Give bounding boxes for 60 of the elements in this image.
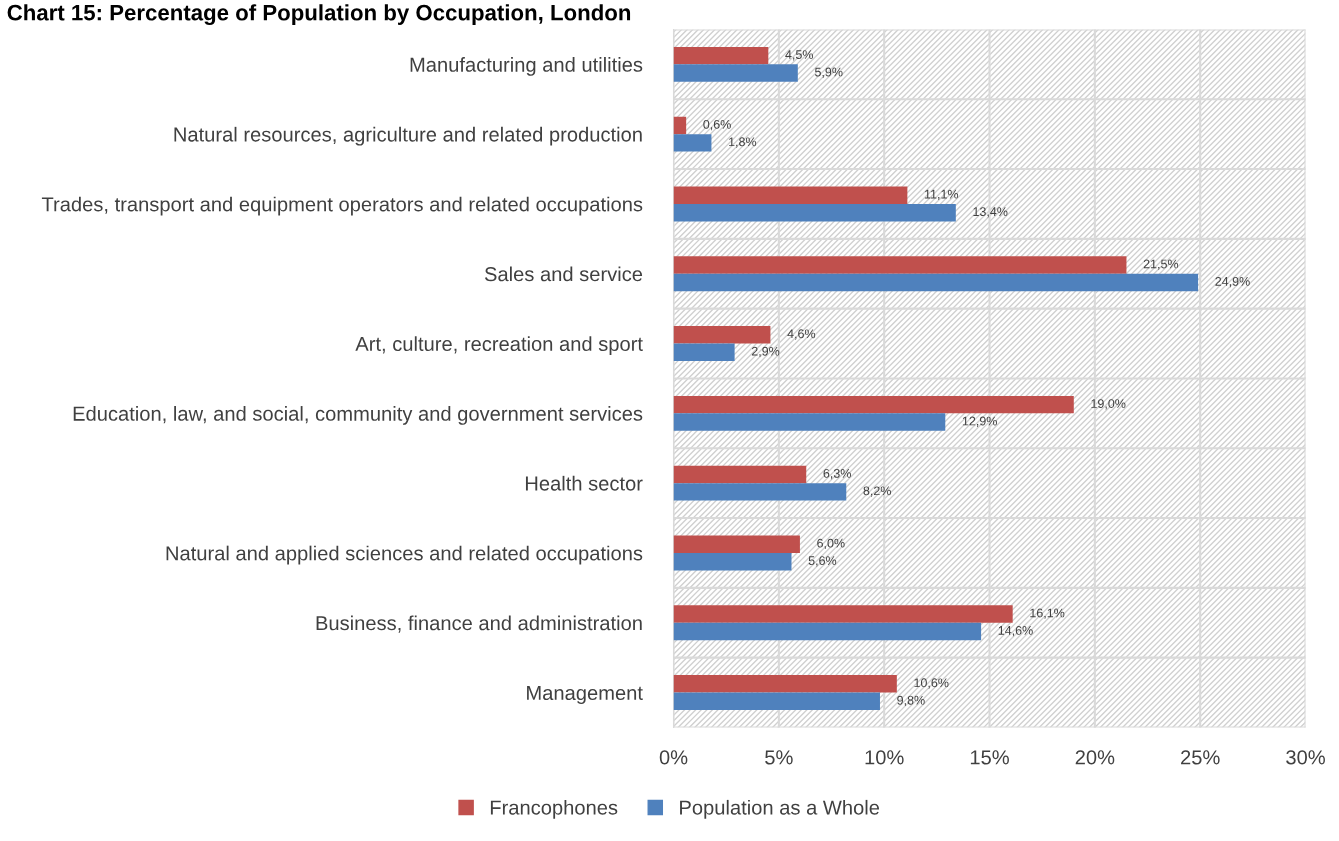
y-tick-label: Natural resources, agriculture and related production — [174, 126, 642, 146]
data-label: 0,6% — [703, 119, 731, 131]
bar — [673, 413, 946, 431]
bar — [673, 134, 712, 152]
y-tick-label: Health sector — [525, 475, 643, 491]
y-tick-label: Manufacturing and utilities — [410, 57, 643, 76]
data-label: 16,1% — [1030, 608, 1065, 619]
data-label: 4,6% — [787, 329, 816, 340]
y-tick-label: Business, finance and administration — [316, 615, 642, 633]
bar — [673, 186, 908, 204]
data-label: 1,8% — [729, 137, 757, 148]
data-label: 24,9% — [1215, 276, 1250, 288]
bar — [673, 46, 769, 65]
bar — [673, 395, 1074, 414]
data-label: 5,6% — [808, 556, 837, 567]
data-label: 4,5% — [785, 50, 814, 61]
x-tick-label: 15% — [970, 750, 1009, 765]
data-label: 19,0% — [1091, 399, 1126, 410]
bar — [673, 483, 847, 501]
x-tick-label: 25% — [1181, 750, 1220, 765]
data-label: 11,1% — [924, 189, 959, 201]
x-tick-label: 30% — [1286, 750, 1325, 765]
x-tick-label: 10% — [865, 750, 904, 765]
bar — [673, 552, 792, 571]
data-label: 14,6% — [998, 625, 1033, 637]
y-tick-label: Trades, transport and equipment operators and related occupations — [41, 196, 643, 216]
legend-label: Population as a Whole — [680, 799, 880, 819]
data-label: 6,3% — [823, 468, 851, 480]
bar — [673, 465, 807, 484]
x-tick-label: 20% — [1075, 750, 1115, 765]
bar — [673, 675, 897, 693]
y-tick-label: Art, culture, recreation and sport — [355, 336, 643, 356]
bar — [673, 326, 771, 344]
y-tick-label: Management — [527, 686, 643, 705]
data-label: 8,2% — [863, 486, 891, 497]
data-label: 2,9% — [751, 346, 780, 358]
bar — [673, 116, 687, 135]
data-label: 9,8% — [897, 695, 925, 707]
data-label: 6,0% — [817, 538, 845, 550]
data-label: 21,5% — [1143, 259, 1179, 270]
bar — [673, 605, 1013, 623]
bar — [673, 256, 1127, 274]
bar — [673, 64, 798, 82]
bar — [673, 622, 982, 641]
text: Chart 15: Percentage of Population by Occupation, London — [7, 4, 631, 26]
data-label: 5,9% — [814, 67, 843, 78]
legend-label: Francophones — [490, 799, 618, 819]
bar — [673, 692, 880, 711]
y-tick-label: Education, law, and social, community and government services — [73, 406, 643, 425]
data-label: 12,9% — [962, 416, 997, 427]
data-label: 13,4% — [973, 207, 1008, 218]
bar — [673, 535, 800, 553]
x-tick-label: 5% — [765, 750, 793, 765]
bar — [673, 203, 956, 222]
bar — [673, 273, 1199, 292]
bar — [673, 343, 735, 361]
x-tick-label: 0% — [659, 750, 688, 765]
y-tick-label: Natural and applied sciences and related occupations — [166, 545, 643, 565]
y-tick-label: Sales and service — [484, 266, 643, 282]
data-label: 10,6% — [914, 678, 949, 689]
